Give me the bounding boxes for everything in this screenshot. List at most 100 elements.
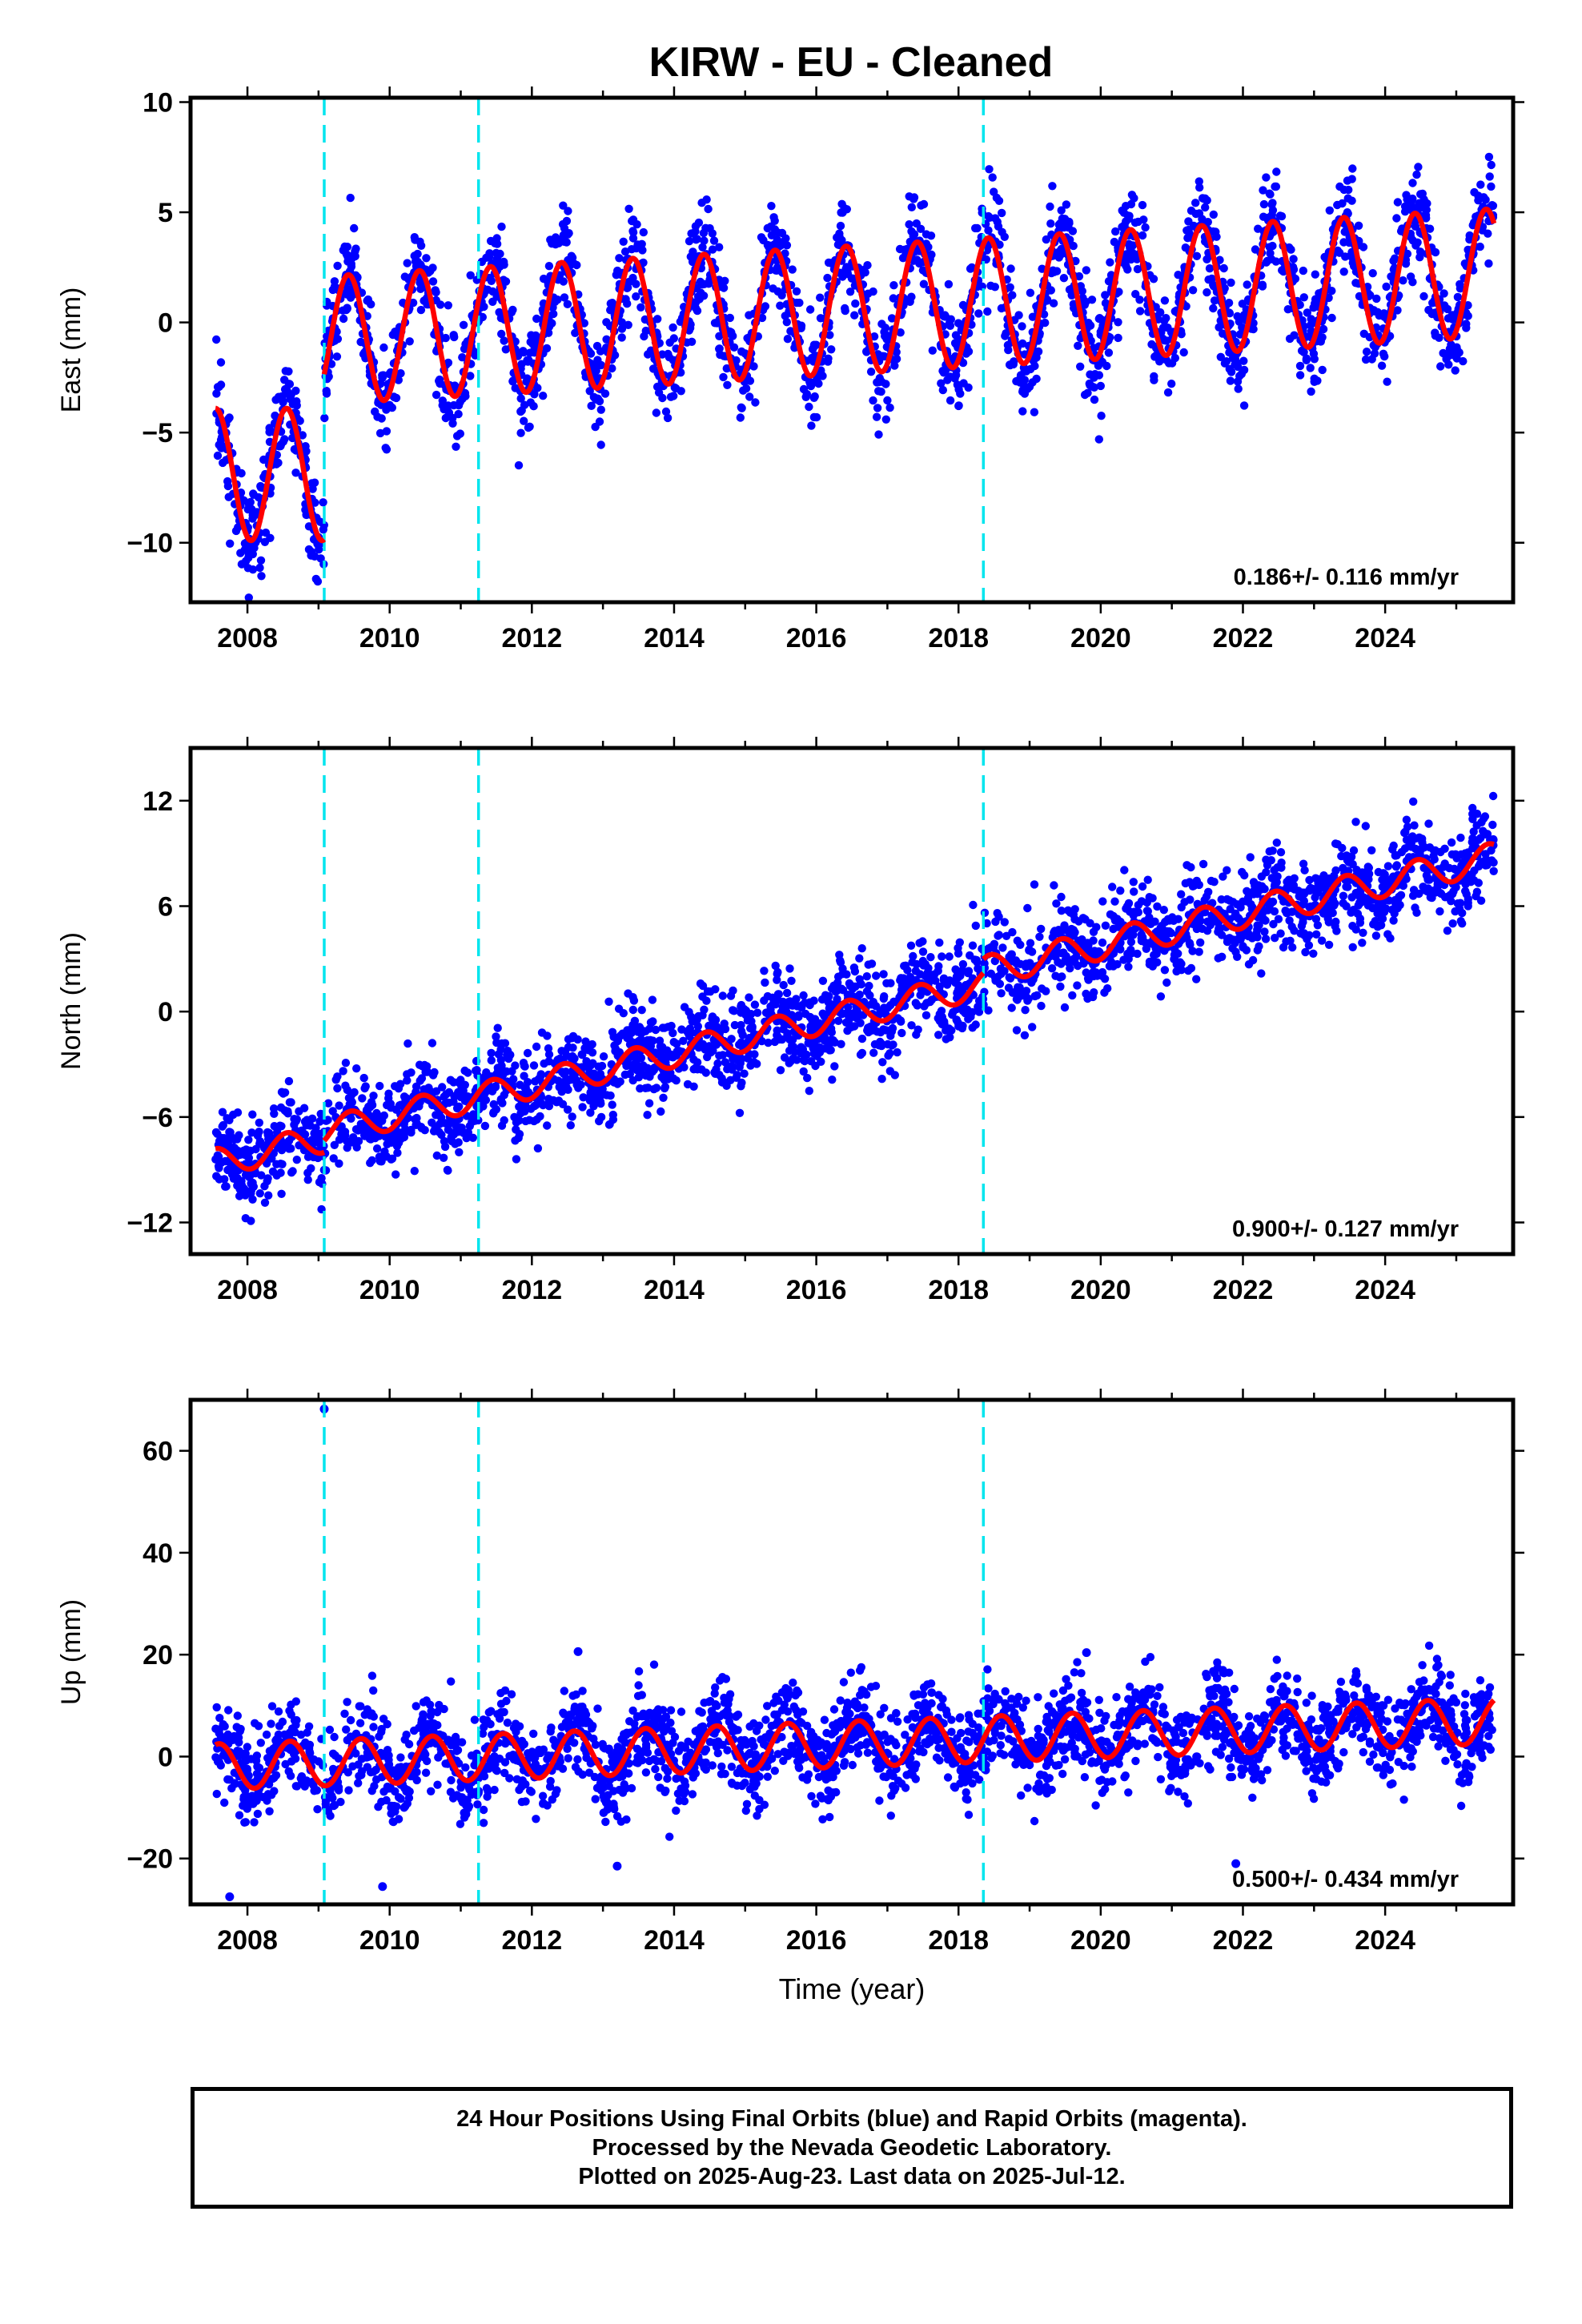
data-point <box>1411 217 1419 227</box>
data-point <box>1391 254 1399 263</box>
data-point <box>532 1100 540 1110</box>
data-point <box>901 296 911 304</box>
data-point <box>615 254 624 263</box>
data-point <box>805 1087 813 1096</box>
data-point <box>797 1043 805 1051</box>
data-point <box>1086 919 1094 928</box>
data-point <box>1227 278 1235 287</box>
data-point <box>456 429 464 438</box>
data-point <box>225 413 234 422</box>
data-point <box>699 292 709 300</box>
data-point <box>1205 264 1215 273</box>
data-point <box>330 282 339 291</box>
data-point <box>1461 880 1470 889</box>
data-point <box>767 202 776 211</box>
data-point <box>805 402 813 412</box>
data-point <box>964 967 974 975</box>
data-point <box>698 243 707 251</box>
data-point <box>1380 352 1389 361</box>
data-point <box>291 468 300 477</box>
data-point <box>596 405 605 414</box>
data-point <box>855 954 864 963</box>
data-point <box>1046 202 1054 211</box>
data-point <box>1414 163 1423 171</box>
data-point <box>585 387 594 396</box>
data-point <box>515 349 524 358</box>
data-point <box>879 970 888 979</box>
data-point <box>1409 886 1419 895</box>
data-point <box>1244 960 1254 969</box>
data-point <box>1488 856 1496 865</box>
data-point <box>1150 372 1158 381</box>
data-point <box>850 967 860 976</box>
data-point <box>1090 395 1099 404</box>
data-point <box>856 1050 865 1059</box>
data-point <box>633 240 642 249</box>
data-point <box>723 380 732 389</box>
data-point <box>223 481 233 491</box>
data-point <box>597 1061 607 1071</box>
data-point <box>510 1112 519 1122</box>
data-point <box>1138 231 1147 240</box>
data-point <box>890 1071 900 1080</box>
data-point <box>244 1136 253 1144</box>
data-point <box>1484 259 1493 268</box>
x-tick-label: 2010 <box>359 623 420 653</box>
data-point <box>935 938 944 947</box>
data-point <box>1180 898 1189 907</box>
data-point <box>568 1112 576 1121</box>
data-point <box>602 318 611 327</box>
data-point <box>787 976 796 986</box>
data-point <box>1065 285 1074 294</box>
data-point <box>1255 942 1263 951</box>
data-point <box>1367 355 1376 364</box>
data-point <box>911 999 921 1007</box>
data-point <box>737 1082 745 1091</box>
data-point <box>1338 199 1347 208</box>
data-point <box>1470 866 1479 875</box>
data-point <box>1354 221 1363 230</box>
data-point <box>489 1109 498 1118</box>
data-point <box>905 220 913 229</box>
data-point <box>982 246 992 255</box>
data-point <box>1096 381 1106 391</box>
data-point <box>1419 195 1428 204</box>
data-point <box>1070 915 1079 924</box>
data-point <box>1371 931 1381 940</box>
data-point <box>632 292 640 301</box>
data-point <box>1349 846 1359 855</box>
data-point <box>388 330 397 340</box>
data-point <box>1456 833 1465 842</box>
data-point <box>939 975 949 985</box>
data-point <box>641 326 650 336</box>
data-point <box>485 249 494 258</box>
data-point <box>1233 900 1242 909</box>
data-point <box>341 1059 351 1068</box>
data-point <box>745 392 754 401</box>
data-point <box>413 249 422 259</box>
data-point <box>280 376 289 384</box>
data-point <box>1026 288 1035 297</box>
data-point <box>1262 173 1271 182</box>
data-point <box>807 421 816 430</box>
data-point <box>486 236 496 246</box>
data-point <box>452 442 460 451</box>
data-point <box>788 265 797 274</box>
data-point <box>1162 978 1171 987</box>
data-point <box>1123 265 1132 274</box>
data-point <box>889 294 898 303</box>
data-point <box>292 397 301 406</box>
data-point <box>333 1084 342 1093</box>
data-point <box>1343 883 1352 891</box>
data-point <box>921 1011 931 1020</box>
data-point <box>1078 293 1087 303</box>
data-point <box>1448 315 1457 324</box>
data-point <box>830 1062 839 1071</box>
data-point <box>924 963 933 973</box>
data-point <box>311 574 320 584</box>
data-point <box>1227 368 1236 376</box>
data-point <box>1453 292 1463 302</box>
data-point <box>634 1073 644 1082</box>
data-point <box>516 428 525 437</box>
data-point <box>257 572 266 581</box>
